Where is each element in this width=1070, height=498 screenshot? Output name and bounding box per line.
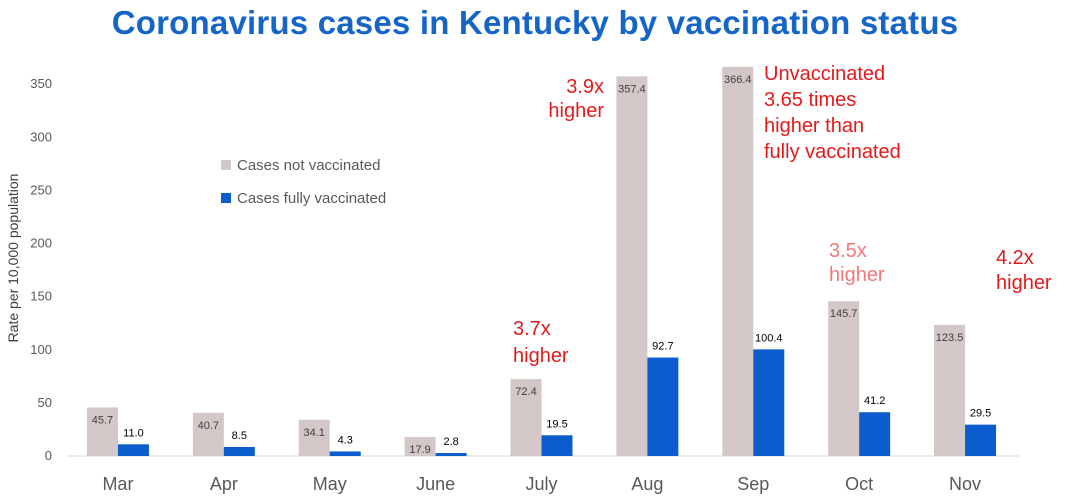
y-tick-label: 250 (30, 182, 52, 197)
value-label-fully-vaccinated: 11.0 (123, 427, 144, 439)
annotation-sep: Unvaccinated 3.65 times higher than fully v… (764, 63, 901, 163)
bar-fully-vaccinated (435, 453, 467, 456)
annotation-line: 3.7x (513, 318, 551, 340)
bar-not-vaccinated (404, 436, 436, 456)
bar-fully-vaccinated (647, 357, 679, 456)
y-axis-label: Rate per 10,000 population (5, 174, 21, 343)
x-tick-label: June (416, 474, 455, 494)
legend-swatch (221, 193, 231, 203)
y-tick-label: 150 (30, 289, 52, 304)
y-tick-label: 100 (30, 342, 52, 357)
annotation-line: 3.5x (829, 240, 867, 262)
value-label-fully-vaccinated: 92.7 (652, 341, 673, 353)
bar-fully-vaccinated (117, 444, 149, 456)
value-label-fully-vaccinated: 29.5 (970, 408, 991, 420)
y-tick-label: 50 (38, 395, 52, 410)
x-tick-label: July (525, 474, 557, 494)
x-tick-labels: Mar Apr May June July Aug Sep Oct Nov (102, 474, 981, 494)
value-label-fully-vaccinated: 4.3 (338, 434, 353, 446)
x-tick-label: Sep (737, 474, 769, 494)
y-axis: 0 50 100 150 200 250 300 350 (30, 76, 52, 463)
value-label-fully-vaccinated: 2.8 (443, 436, 458, 448)
annotation-line: 3.9x (566, 76, 604, 98)
annotation-line: higher (548, 100, 604, 122)
annotation-oct: 3.5x higher (829, 240, 885, 286)
bar-fully-vaccinated (859, 412, 891, 456)
value-labels-group: 45.7 11.0 40.7 8.5 34.1 4.3 17.9 2.8 72.4 19.5 357… (92, 74, 992, 456)
x-tick-label: Oct (845, 474, 873, 494)
y-tick-label: 300 (30, 129, 52, 144)
value-label-not-vaccinated: 34.1 (304, 427, 325, 439)
legend-label: Cases not vaccinated (237, 157, 380, 174)
bar-not-vaccinated (510, 379, 542, 456)
x-tick-label: Apr (210, 474, 238, 494)
x-tick-label: Aug (631, 474, 663, 494)
x-tick-label: May (313, 474, 347, 494)
bar-fully-vaccinated (541, 435, 573, 456)
chart-title: Coronavirus cases in Kentucky by vaccina… (111, 4, 959, 41)
bar-fully-vaccinated (753, 349, 785, 456)
legend: Cases not vaccinated Cases fully vaccinat… (221, 157, 386, 207)
bar-not-vaccinated (192, 412, 224, 456)
value-label-fully-vaccinated: 41.2 (864, 395, 885, 407)
bar-fully-vaccinated (965, 424, 997, 456)
value-label-not-vaccinated: 45.7 (92, 414, 113, 426)
value-label-not-vaccinated: 17.9 (409, 444, 430, 456)
annotation-july: 3.7x higher (513, 318, 569, 367)
annotation-line: Unvaccinated (764, 63, 885, 85)
value-label-not-vaccinated: 357.4 (618, 83, 646, 95)
y-tick-label: 200 (30, 236, 52, 251)
value-label-fully-vaccinated: 19.5 (546, 418, 567, 430)
value-label-not-vaccinated: 40.7 (198, 420, 219, 432)
bar-not-vaccinated (298, 419, 330, 456)
bar-not-vaccinated (616, 76, 648, 456)
value-label-not-vaccinated: 366.4 (724, 74, 752, 86)
bar-fully-vaccinated (329, 451, 361, 456)
value-label-not-vaccinated: 72.4 (515, 386, 536, 398)
value-label-not-vaccinated: 145.7 (830, 308, 858, 320)
annotation-line: 4.2x (996, 247, 1034, 269)
x-tick-label: Mar (102, 474, 133, 494)
bar-not-vaccinated (722, 66, 754, 456)
legend-swatch (221, 160, 231, 170)
bar-fully-vaccinated (223, 446, 255, 456)
x-tick-label: Nov (949, 474, 981, 494)
annotation-line: higher (829, 264, 885, 286)
bar-not-vaccinated (934, 324, 966, 456)
annotation-line: 3.65 times (764, 89, 856, 111)
annotation-line: higher (513, 345, 569, 367)
y-tick-label: 350 (30, 76, 52, 91)
annotation-nov: 4.2x higher (996, 247, 1052, 294)
bars-group (86, 66, 997, 456)
bar-not-vaccinated (828, 301, 860, 456)
legend-label: Cases fully vaccinated (237, 190, 386, 207)
value-label-fully-vaccinated: 100.4 (755, 332, 783, 344)
annotation-line: fully vaccinated (764, 141, 901, 163)
annotation-line: higher (996, 272, 1052, 294)
value-label-not-vaccinated: 123.5 (936, 332, 964, 344)
y-tick-label: 0 (45, 448, 52, 463)
bar-not-vaccinated (86, 407, 118, 456)
annotation-aug: 3.9x higher (548, 76, 604, 122)
value-label-fully-vaccinated: 8.5 (232, 430, 247, 442)
annotation-line: higher than (764, 115, 864, 137)
